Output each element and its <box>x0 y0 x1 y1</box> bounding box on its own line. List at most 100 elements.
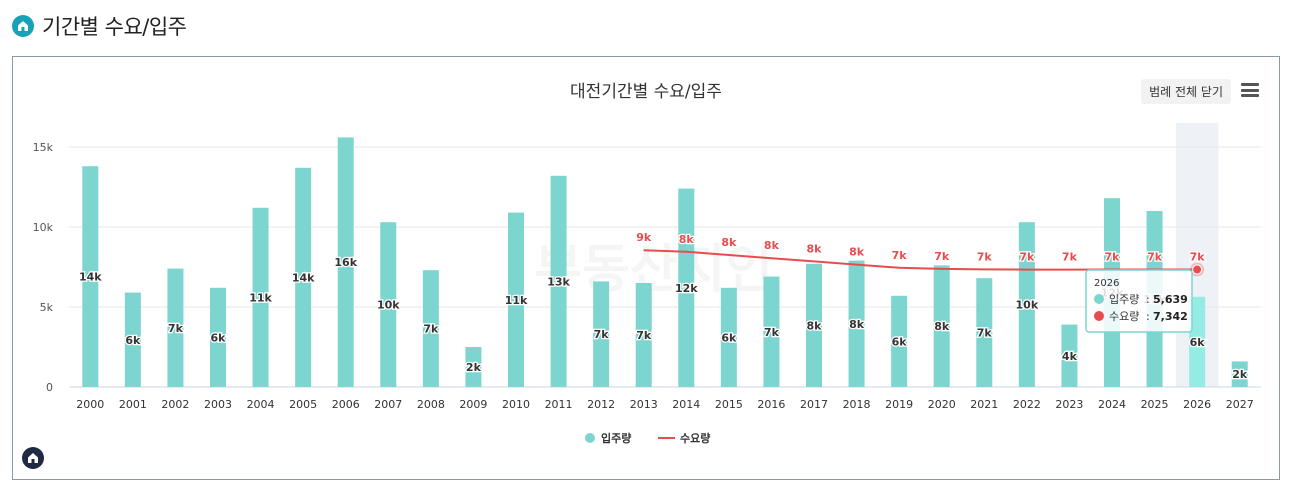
tooltip-value: 5,639 <box>1153 293 1188 306</box>
x-tick-label: 2006 <box>332 398 360 411</box>
bar-2011 <box>550 175 567 387</box>
legend-item-supply: 입주량 <box>601 432 631 445</box>
bar-2021 <box>976 278 993 387</box>
bar-2010 <box>508 212 524 387</box>
line-data-label: 7k <box>1147 251 1163 264</box>
bar-2023 <box>1061 324 1078 387</box>
bar-data-label: 8k <box>849 318 865 331</box>
x-tick-label: 2013 <box>630 398 658 411</box>
x-tick-label: 2010 <box>502 398 530 411</box>
hamburger-icon[interactable] <box>1241 83 1259 97</box>
x-tick-label: 2000 <box>76 398 104 411</box>
tooltip-series-name: 수요량 <box>1109 310 1139 323</box>
bar-data-label: 14k <box>79 271 102 284</box>
bar-data-label: 7k <box>636 329 652 342</box>
x-tick-label: 2015 <box>715 398 743 411</box>
bar-data-label: 8k <box>807 319 823 332</box>
bar-data-label: 6k <box>892 335 908 348</box>
legend-close-all-button[interactable]: 범례 전체 닫기 <box>1141 79 1231 104</box>
x-tick-label: 2025 <box>1141 398 1169 411</box>
bar-2026 <box>1189 296 1206 387</box>
bar-data-label: 7k <box>977 327 993 340</box>
bar-2008 <box>422 270 439 387</box>
bar-data-label: 2k <box>466 361 482 374</box>
bar-data-label: 12k <box>675 282 698 295</box>
bar-data-label: 7k <box>764 326 780 339</box>
bar-2009 <box>465 347 482 387</box>
bar-2015 <box>720 287 737 387</box>
x-tick-label: 2018 <box>843 398 871 411</box>
line-data-label: 8k <box>849 246 865 259</box>
x-tick-label: 2024 <box>1098 398 1126 411</box>
chart-canvas: 부동산지인 0 5k 10k 15k 2000 2001 2002 2003 2004 2005 20… <box>33 123 1261 445</box>
bar-data-label: 8k <box>934 320 950 333</box>
tooltip-colon: : <box>1146 310 1150 323</box>
x-tick-label: 2019 <box>885 398 913 411</box>
bar-data-label: 6k <box>721 331 737 344</box>
x-tick-label: 2004 <box>247 398 275 411</box>
bar-2027 <box>1231 361 1248 387</box>
x-tick-label: 2023 <box>1055 398 1083 411</box>
site-logo-icon[interactable] <box>22 447 44 469</box>
tooltip-year: 2026 <box>1094 278 1119 289</box>
x-tick-label: 2017 <box>800 398 828 411</box>
bar-data-label: 6k <box>211 331 227 344</box>
y-tick-label: 15k <box>33 141 54 154</box>
bar-data-label: 6k <box>1190 336 1206 349</box>
bar-data-label: 11k <box>249 291 272 304</box>
bar-2019 <box>891 295 908 387</box>
bar-data-label: 7k <box>423 323 439 336</box>
x-tick-label: 2016 <box>757 398 785 411</box>
y-tick-label: 10k <box>33 221 54 234</box>
bar-data-label: 6k <box>125 334 141 347</box>
x-tick-label: 2022 <box>1013 398 1041 411</box>
line-data-label: 7k <box>1062 251 1078 264</box>
line-data-label: 8k <box>807 242 823 255</box>
bar-2005 <box>295 167 312 387</box>
line-data-label: 7k <box>1105 251 1121 264</box>
bar-2016 <box>763 276 780 387</box>
x-tick-label: 2009 <box>459 398 487 411</box>
line-data-label: 8k <box>721 236 737 249</box>
bar-2017 <box>806 263 822 387</box>
line-data-label: 7k <box>1190 251 1206 264</box>
bar-data-label: 14k <box>292 271 315 284</box>
bar-2014 <box>678 188 695 387</box>
bar-data-label: 10k <box>1016 299 1039 312</box>
x-tick-label: 2026 <box>1183 398 1211 411</box>
bar-2006 <box>337 137 354 387</box>
home-icon <box>12 15 34 37</box>
line-data-label: 7k <box>934 250 950 263</box>
x-tick-label: 2007 <box>374 398 402 411</box>
tooltip-marker <box>1094 311 1104 321</box>
tooltip-box <box>1085 269 1193 333</box>
bar-2004 <box>252 207 269 387</box>
bar-2013 <box>635 283 652 387</box>
line-data-label: 7k <box>892 249 908 262</box>
tooltip-colon: : <box>1146 293 1150 306</box>
line-data-label: 8k <box>679 233 695 246</box>
legend-marker-supply <box>585 433 595 443</box>
legend-item-demand: 수요량 <box>680 432 710 445</box>
line-data-label: 7k <box>1019 251 1035 264</box>
x-tick-label: 2020 <box>928 398 956 411</box>
bar-2007 <box>380 222 397 387</box>
line-point-2026 <box>1192 264 1203 275</box>
bar-data-label: 11k <box>505 294 528 307</box>
page-header: 기간별 수요/입주 <box>12 10 187 42</box>
bar-data-label: 7k <box>168 322 184 335</box>
x-tick-label: 2011 <box>545 398 573 411</box>
bar-data-label: 7k <box>594 328 610 341</box>
bar-2018 <box>848 260 865 387</box>
x-tick-label: 2008 <box>417 398 445 411</box>
x-tick-label: 2014 <box>672 398 700 411</box>
bar-data-label: 10k <box>377 299 400 312</box>
bar-2002 <box>167 268 184 387</box>
tooltip-series-name: 입주량 <box>1109 293 1139 306</box>
bar-data-label: 16k <box>334 256 357 269</box>
bar-2020 <box>933 265 950 387</box>
page-title: 기간별 수요/입주 <box>42 15 187 39</box>
bar-data-label: 13k <box>547 275 570 288</box>
line-data-label: 7k <box>977 250 993 263</box>
bar-2000 <box>82 166 99 387</box>
